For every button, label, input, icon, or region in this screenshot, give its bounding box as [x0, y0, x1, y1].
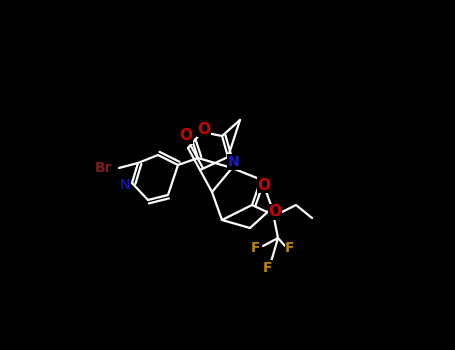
Text: N: N [228, 155, 240, 169]
Text: Br: Br [95, 161, 113, 175]
Text: F: F [285, 241, 295, 255]
Text: F: F [263, 261, 273, 275]
Text: N: N [120, 178, 130, 192]
Text: O: O [197, 121, 211, 136]
Text: O: O [180, 128, 192, 143]
Text: F: F [250, 241, 260, 255]
Text: O: O [268, 204, 282, 219]
Text: O: O [258, 177, 271, 192]
